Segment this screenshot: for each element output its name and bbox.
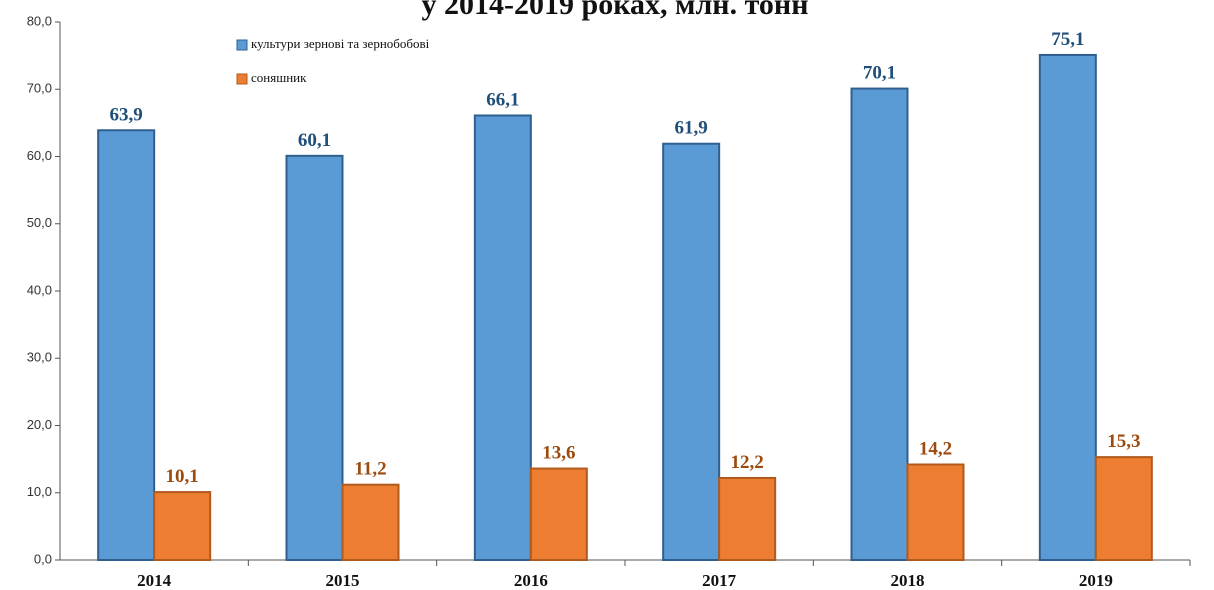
x-tick-label: 2017 [702,571,737,590]
bar [1094,456,1153,562]
data-label: 11,2 [354,459,386,480]
y-tick-label: 20,0 [27,417,52,432]
bar [662,142,721,561]
bar [473,114,532,561]
data-label: 13,6 [542,443,575,464]
x-tick-label: 2014 [137,571,172,590]
y-tick-label: 40,0 [27,282,52,297]
bar [906,463,965,562]
x-tick-label: 2015 [326,571,360,590]
data-label: 75,1 [1051,29,1084,50]
y-tick-label: 80,0 [27,13,52,28]
bar [285,154,344,561]
legend-swatch [236,73,248,85]
bar [718,476,777,561]
y-tick-label: 10,0 [27,484,52,499]
data-label: 60,1 [298,130,331,151]
y-tick-label: 70,0 [27,81,52,96]
bar [850,87,909,561]
chart-title: у 2014-2019 роках, млн. тонн [422,0,809,21]
x-tick-label: 2016 [514,571,548,590]
y-tick-label: 30,0 [27,350,52,365]
data-label: 61,9 [675,118,708,139]
y-tick-label: 60,0 [27,148,52,163]
data-label: 63,9 [110,104,143,125]
bar [1038,53,1097,561]
data-label: 66,1 [486,89,519,110]
data-label: 70,1 [863,63,896,84]
legend-swatch [236,39,248,51]
legend-label: культури зернові та зернобобові [251,36,430,51]
data-label: 12,2 [731,452,764,473]
bar [97,129,156,562]
bar [341,483,400,561]
x-tick-label: 2019 [1079,571,1113,590]
data-label: 10,1 [166,466,199,487]
data-label: 15,3 [1107,431,1140,452]
legend-label: соняшник [251,70,307,85]
x-tick-label: 2018 [891,571,925,590]
bar [529,467,588,562]
bar [153,491,212,562]
y-tick-label: 50,0 [27,215,52,230]
data-label: 14,2 [919,439,952,460]
y-tick-label: 0,0 [34,551,52,566]
